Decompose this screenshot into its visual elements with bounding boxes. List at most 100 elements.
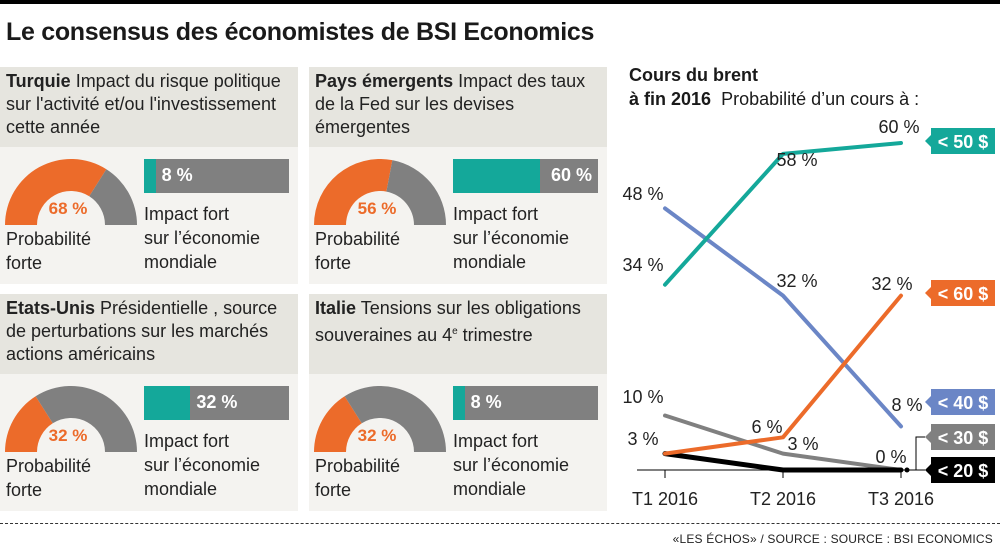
chart-title-line: Cours du brent <box>629 65 758 85</box>
probability-gauge <box>5 386 137 452</box>
probability-gauge <box>314 386 446 452</box>
impact-label-line: Impact fort <box>144 204 230 224</box>
data-label: 0 % <box>875 447 906 467</box>
legend-label: < 60 $ <box>938 284 989 304</box>
panel-description: Présidentielle , source de perturbations… <box>6 298 278 364</box>
legend-tag-pointer <box>925 464 931 476</box>
impact-value: 32 % <box>196 392 238 412</box>
probability-value: 56 % <box>357 199 397 218</box>
series-line-50 <box>663 141 903 287</box>
impact-label-line: Impact fort <box>144 431 230 451</box>
probability-gauge <box>314 159 446 225</box>
probability-label: Probabilité forte <box>6 227 91 275</box>
legend-tag-pointer <box>925 431 931 443</box>
legend-tag <box>931 128 995 154</box>
data-label: 32 % <box>871 274 912 294</box>
gauge-remainder-segment <box>89 169 137 225</box>
probability-label-line: forte <box>6 480 43 500</box>
impact-bar: 8 % <box>144 159 289 193</box>
impact-label-line: mondiale <box>144 479 218 499</box>
impact-label-line: sur l’économie <box>144 455 261 475</box>
chart-title-line: à fin 2016 <box>629 89 712 109</box>
probability-label-line: Probabilité <box>315 456 401 476</box>
legend-bracket <box>907 436 925 471</box>
probability-value: 32 % <box>357 426 397 445</box>
top-rule <box>0 0 1000 4</box>
probability-gauge <box>5 159 137 225</box>
probability-value: 32 % <box>48 426 88 445</box>
panel-country: Turquie <box>6 71 71 91</box>
x-tick-label: T1 2016 <box>632 489 698 509</box>
data-label: 34 % <box>622 255 663 275</box>
impact-bar: 60 % <box>453 159 598 193</box>
panel-description: Tensions sur les obligations souveraines… <box>315 298 581 345</box>
impact-label: Impact fort sur l’économie mondiale <box>144 202 260 274</box>
gauge-remainder-segment <box>344 386 446 452</box>
series-line-20 <box>662 451 904 473</box>
impact-label-line: mondiale <box>453 479 527 499</box>
panel-country: Etats-Unis <box>6 298 96 318</box>
probability-label-line: forte <box>315 480 352 500</box>
chart-title: Cours du brent à fin 2016 Probabilité d’… <box>629 63 919 111</box>
panel-country: Italie <box>315 298 357 318</box>
gauge-remainder-segment <box>35 386 137 452</box>
x-tick-label: T3 2016 <box>868 489 934 509</box>
gauge-probability-segment <box>314 396 362 452</box>
ordinal-superscript: e <box>452 326 458 337</box>
chart-subtitle: Probabilité d’un cours à : <box>721 89 920 109</box>
probability-label-line: Probabilité <box>6 456 92 476</box>
panel-turquie: Turquie Impact du risque politique sur l… <box>0 67 298 284</box>
impact-bar-fill <box>144 159 156 193</box>
panel-etats-unis: Etats-Unis Présidentielle , source de pe… <box>0 294 298 511</box>
data-label: 32 % <box>776 271 817 291</box>
probability-label: Probabilité forte <box>315 454 400 502</box>
series-line-60 <box>663 293 903 456</box>
gauge-remainder-segment <box>386 160 446 225</box>
impact-value: 8 % <box>161 165 193 185</box>
data-label: 58 % <box>776 150 817 170</box>
legend-tag <box>931 389 995 415</box>
legend-tag <box>931 280 995 306</box>
legend-tag-pointer <box>925 287 931 299</box>
impact-bar-fill <box>453 386 465 420</box>
data-label: 8 % <box>891 395 922 415</box>
impact-label-line: mondiale <box>453 252 527 272</box>
page-title: Le consensus des économistes de BSI Econ… <box>6 18 595 46</box>
panel-heading: Italie Tensions sur les obligations souv… <box>309 294 607 374</box>
legend-tag <box>931 457 995 483</box>
panel-italie: Italie Tensions sur les obligations souv… <box>309 294 607 511</box>
probability-label-line: Probabilité <box>6 229 92 249</box>
data-label: 10 % <box>622 387 663 407</box>
data-label: 48 % <box>622 184 663 204</box>
impact-bar: 32 % <box>144 386 289 420</box>
legend-label: < 50 $ <box>938 132 989 152</box>
panel-description-text: Tensions sur les obligations souveraines… <box>315 298 581 345</box>
series-line-40 <box>663 206 903 429</box>
legend-tag <box>931 424 995 450</box>
probability-label: Probabilité forte <box>315 227 400 275</box>
legend-tag-pointer <box>925 396 931 408</box>
legend-label: < 30 $ <box>938 428 989 448</box>
probability-value: 68 % <box>48 199 88 218</box>
data-label: 6 % <box>751 417 782 437</box>
panel-heading: Etats-Unis Présidentielle , source de pe… <box>0 294 298 374</box>
panel-pays-emergents: Pays émergents Impact des taux de la Fed… <box>309 67 607 284</box>
panel-heading: Pays émergents Impact des taux de la Fed… <box>309 67 607 147</box>
legend-label: < 40 $ <box>938 393 989 413</box>
source-credit: «LES ÉCHOS» / SOURCE : SOURCE : BSI ECON… <box>672 532 993 546</box>
impact-label-line: Impact fort <box>453 431 539 451</box>
impact-label-line: sur l’économie <box>144 228 261 248</box>
impact-value: 8 % <box>470 392 502 412</box>
series-line-30 <box>663 413 903 472</box>
impact-label-line: sur l’économie <box>453 228 570 248</box>
gauge-probability-segment <box>5 396 53 452</box>
panel-description: Impact du risque politique sur l'activit… <box>6 71 281 137</box>
panel-heading: Turquie Impact du risque politique sur l… <box>0 67 298 147</box>
probability-label-line: forte <box>6 253 43 273</box>
legend-label: < 20 $ <box>938 461 989 481</box>
probability-label: Probabilité forte <box>6 454 91 502</box>
data-label: 60 % <box>878 117 919 137</box>
impact-value: 60 % <box>550 165 592 185</box>
legend-tag-pointer <box>925 135 931 147</box>
